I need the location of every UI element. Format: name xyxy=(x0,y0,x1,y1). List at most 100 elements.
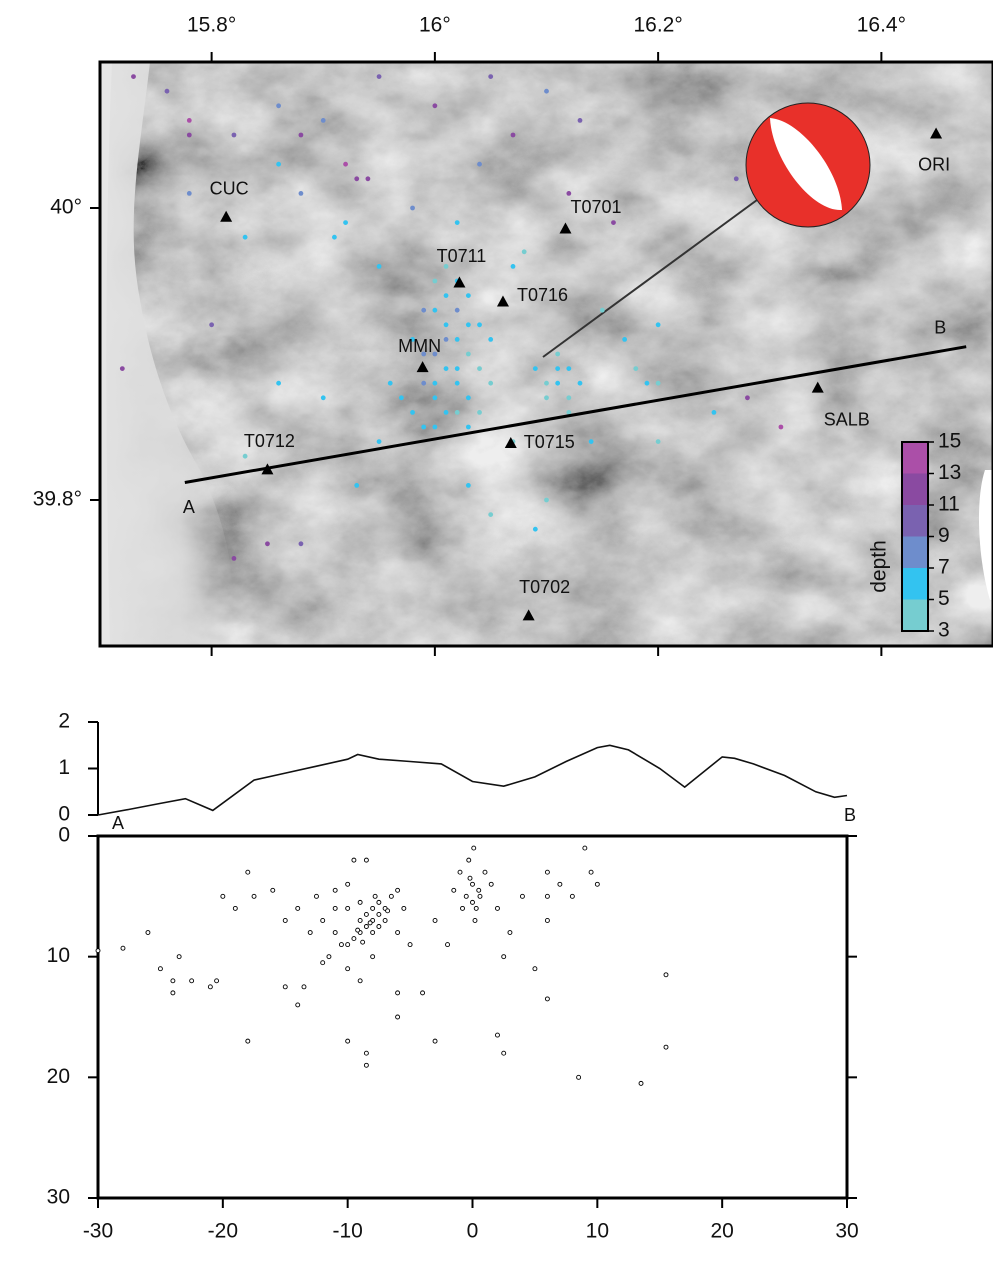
topography-line xyxy=(98,745,847,815)
x-tick-label: 16.2° xyxy=(633,14,682,37)
y-tick-label: 30 xyxy=(47,1186,70,1209)
hypocenter xyxy=(396,888,400,892)
earthquake xyxy=(477,366,482,371)
earthquake xyxy=(421,381,426,386)
earthquake xyxy=(120,366,125,371)
hypocenter xyxy=(472,846,476,850)
earthquake xyxy=(276,381,281,386)
earthquake xyxy=(343,220,348,225)
earthquake xyxy=(544,498,549,503)
earthquake xyxy=(522,249,527,254)
hypocenter xyxy=(358,918,362,922)
earthquake xyxy=(187,191,192,196)
earthquake xyxy=(511,264,516,269)
earthquake xyxy=(299,191,304,196)
earthquake xyxy=(432,308,437,313)
colorbar-tick-label: 3 xyxy=(938,619,950,642)
hypocenter xyxy=(356,928,360,932)
hypocenter xyxy=(433,1039,437,1043)
station-label: T0702 xyxy=(519,577,570,597)
section-frame xyxy=(98,836,847,1198)
hypocenter xyxy=(467,858,471,862)
earthquake xyxy=(243,454,248,459)
earthquake xyxy=(544,395,549,400)
hypocenter xyxy=(171,979,175,983)
earthquake xyxy=(466,352,471,357)
earthquake xyxy=(544,381,549,386)
hypocenter xyxy=(468,876,472,880)
colorbar-tick-label: 7 xyxy=(938,556,950,579)
earthquake xyxy=(410,206,415,211)
earthquake xyxy=(488,512,493,517)
earthquake xyxy=(232,133,237,138)
profile-label: A xyxy=(112,813,124,833)
hypocenter xyxy=(246,870,250,874)
hypocenter xyxy=(408,943,412,947)
earthquake xyxy=(511,133,516,138)
earthquake xyxy=(455,337,460,342)
earthquake xyxy=(354,483,359,488)
x-tick-label: 20 xyxy=(710,1220,733,1243)
earthquake xyxy=(243,235,248,240)
hypocenter xyxy=(364,912,368,916)
earthquake xyxy=(187,133,192,138)
hypocenter xyxy=(314,894,318,898)
earthquake xyxy=(377,439,382,444)
hypocenter xyxy=(483,870,487,874)
earthquake xyxy=(432,103,437,108)
hypocenter xyxy=(208,985,212,989)
earthquake xyxy=(712,410,717,415)
earthquake xyxy=(432,425,437,430)
colorbar-swatch xyxy=(902,537,928,569)
hypocenter xyxy=(473,918,477,922)
earthquake xyxy=(444,410,449,415)
earthquake xyxy=(622,337,627,342)
earthquake xyxy=(332,235,337,240)
earthquake xyxy=(656,322,661,327)
station-label: SALB xyxy=(824,409,870,429)
station-label: MMN xyxy=(398,336,441,356)
hypocenter xyxy=(570,894,574,898)
hypocenter xyxy=(321,961,325,965)
station-label: T0715 xyxy=(524,432,575,452)
earthquake xyxy=(488,74,493,79)
hypocenter xyxy=(233,906,237,910)
earthquake xyxy=(645,381,650,386)
earthquake xyxy=(421,308,426,313)
map-panel: ABCUCT0701T0711T0716MMNT0715T0712T0702SA… xyxy=(100,62,993,646)
earthquake xyxy=(299,133,304,138)
hypocenter xyxy=(545,918,549,922)
hypocenter xyxy=(346,967,350,971)
hypocenter xyxy=(377,925,381,929)
hypocenter xyxy=(502,1051,506,1055)
earthquake xyxy=(399,395,404,400)
hypocenter xyxy=(371,955,375,959)
hypocenter xyxy=(271,888,275,892)
figure: ABCUCT0701T0711T0716MMNT0715T0712T0702SA… xyxy=(0,0,993,1258)
hypocenter xyxy=(389,894,393,898)
hypocenter xyxy=(545,997,549,1001)
hypocenter xyxy=(283,918,287,922)
earthquake xyxy=(656,439,661,444)
x-tick-label: 16.4° xyxy=(857,14,906,37)
hypocenter xyxy=(296,1003,300,1007)
earthquake xyxy=(410,410,415,415)
earthquake xyxy=(432,279,437,284)
hypocenter xyxy=(502,955,506,959)
earthquake xyxy=(321,395,326,400)
earthquake xyxy=(589,439,594,444)
station-label: T0712 xyxy=(244,431,295,451)
hypocenter xyxy=(346,882,350,886)
hypocenter xyxy=(364,1063,368,1067)
earthquake xyxy=(466,395,471,400)
earthquake xyxy=(455,220,460,225)
hypocenter xyxy=(508,931,512,935)
hypocenter xyxy=(595,882,599,886)
x-tick-label: 16° xyxy=(419,14,451,37)
earthquake xyxy=(555,366,560,371)
earthquake xyxy=(377,264,382,269)
earthquake xyxy=(187,118,192,123)
hypocenter xyxy=(461,906,465,910)
hypocenter xyxy=(364,925,368,929)
hypocenter xyxy=(190,979,194,983)
